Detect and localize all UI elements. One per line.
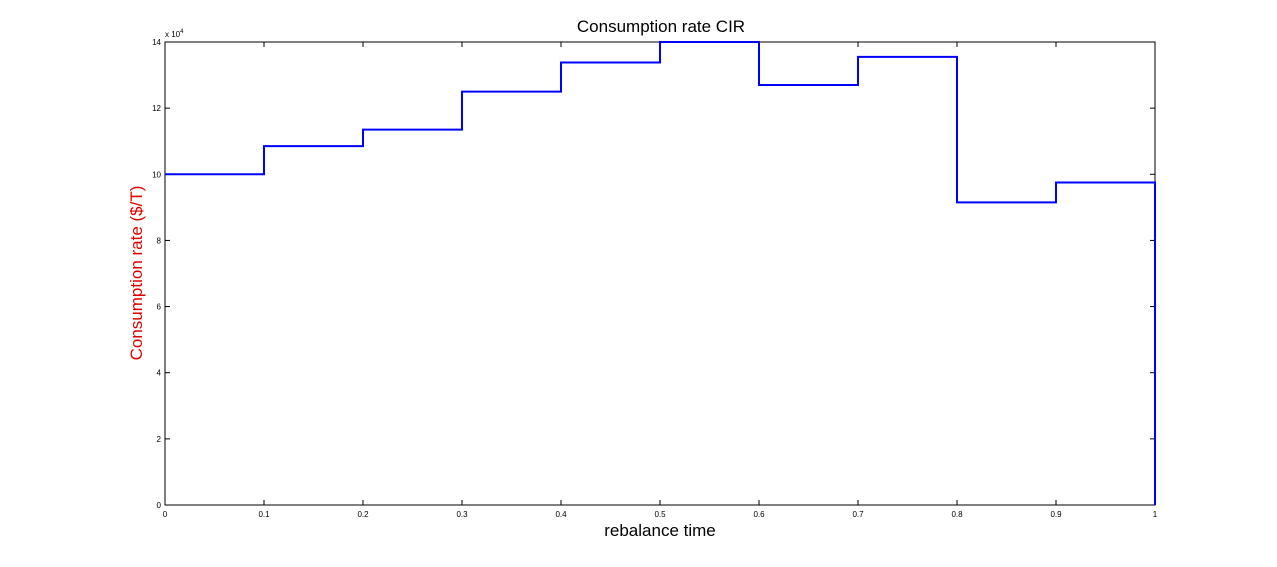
y-tick-label: 0 [157,501,162,510]
chart-title: Consumption rate CIR [577,17,745,36]
x-axis-label: rebalance time [604,521,716,540]
y-tick-label: 10 [152,170,161,179]
x-tick-label: 1 [1153,510,1158,519]
x-tick-label: 0 [163,510,168,519]
y-axis-label: Consumption rate ($/T) [127,186,146,361]
x-tick-label: 0.7 [852,510,864,519]
y-tick-label: 2 [157,435,162,444]
y-multiplier-base: x 10 [165,30,181,39]
x-tick-label: 0.8 [951,510,963,519]
series-line [165,41,1156,505]
x-tick-label: 0.5 [654,510,666,519]
y-tick-label: 8 [157,236,162,245]
x-tick-label: 0.2 [357,510,369,519]
x-tick-labels: 0 0.1 0.2 0.3 0.4 0.5 0.6 0.7 0.8 0.9 1 [163,510,1158,519]
y-multiplier-exponent: 4 [180,29,184,35]
series-group [165,41,1156,505]
x-tick-label: 0.1 [258,510,270,519]
y-tick-label: 4 [157,369,162,378]
x-tick-label: 0.3 [456,510,468,519]
x-tick-label: 0.9 [1050,510,1062,519]
y-tick-label: 6 [157,303,162,312]
plot-area [164,41,1156,506]
x-tick-label: 0.4 [555,510,567,519]
y-tick-labels: 0 2 4 6 8 10 12 14 [152,38,161,510]
y-tick-label: 14 [152,38,161,47]
y-tick-label: 12 [152,104,161,113]
x-tick-label: 0.6 [753,510,765,519]
y-multiplier: x 104 [165,29,184,39]
